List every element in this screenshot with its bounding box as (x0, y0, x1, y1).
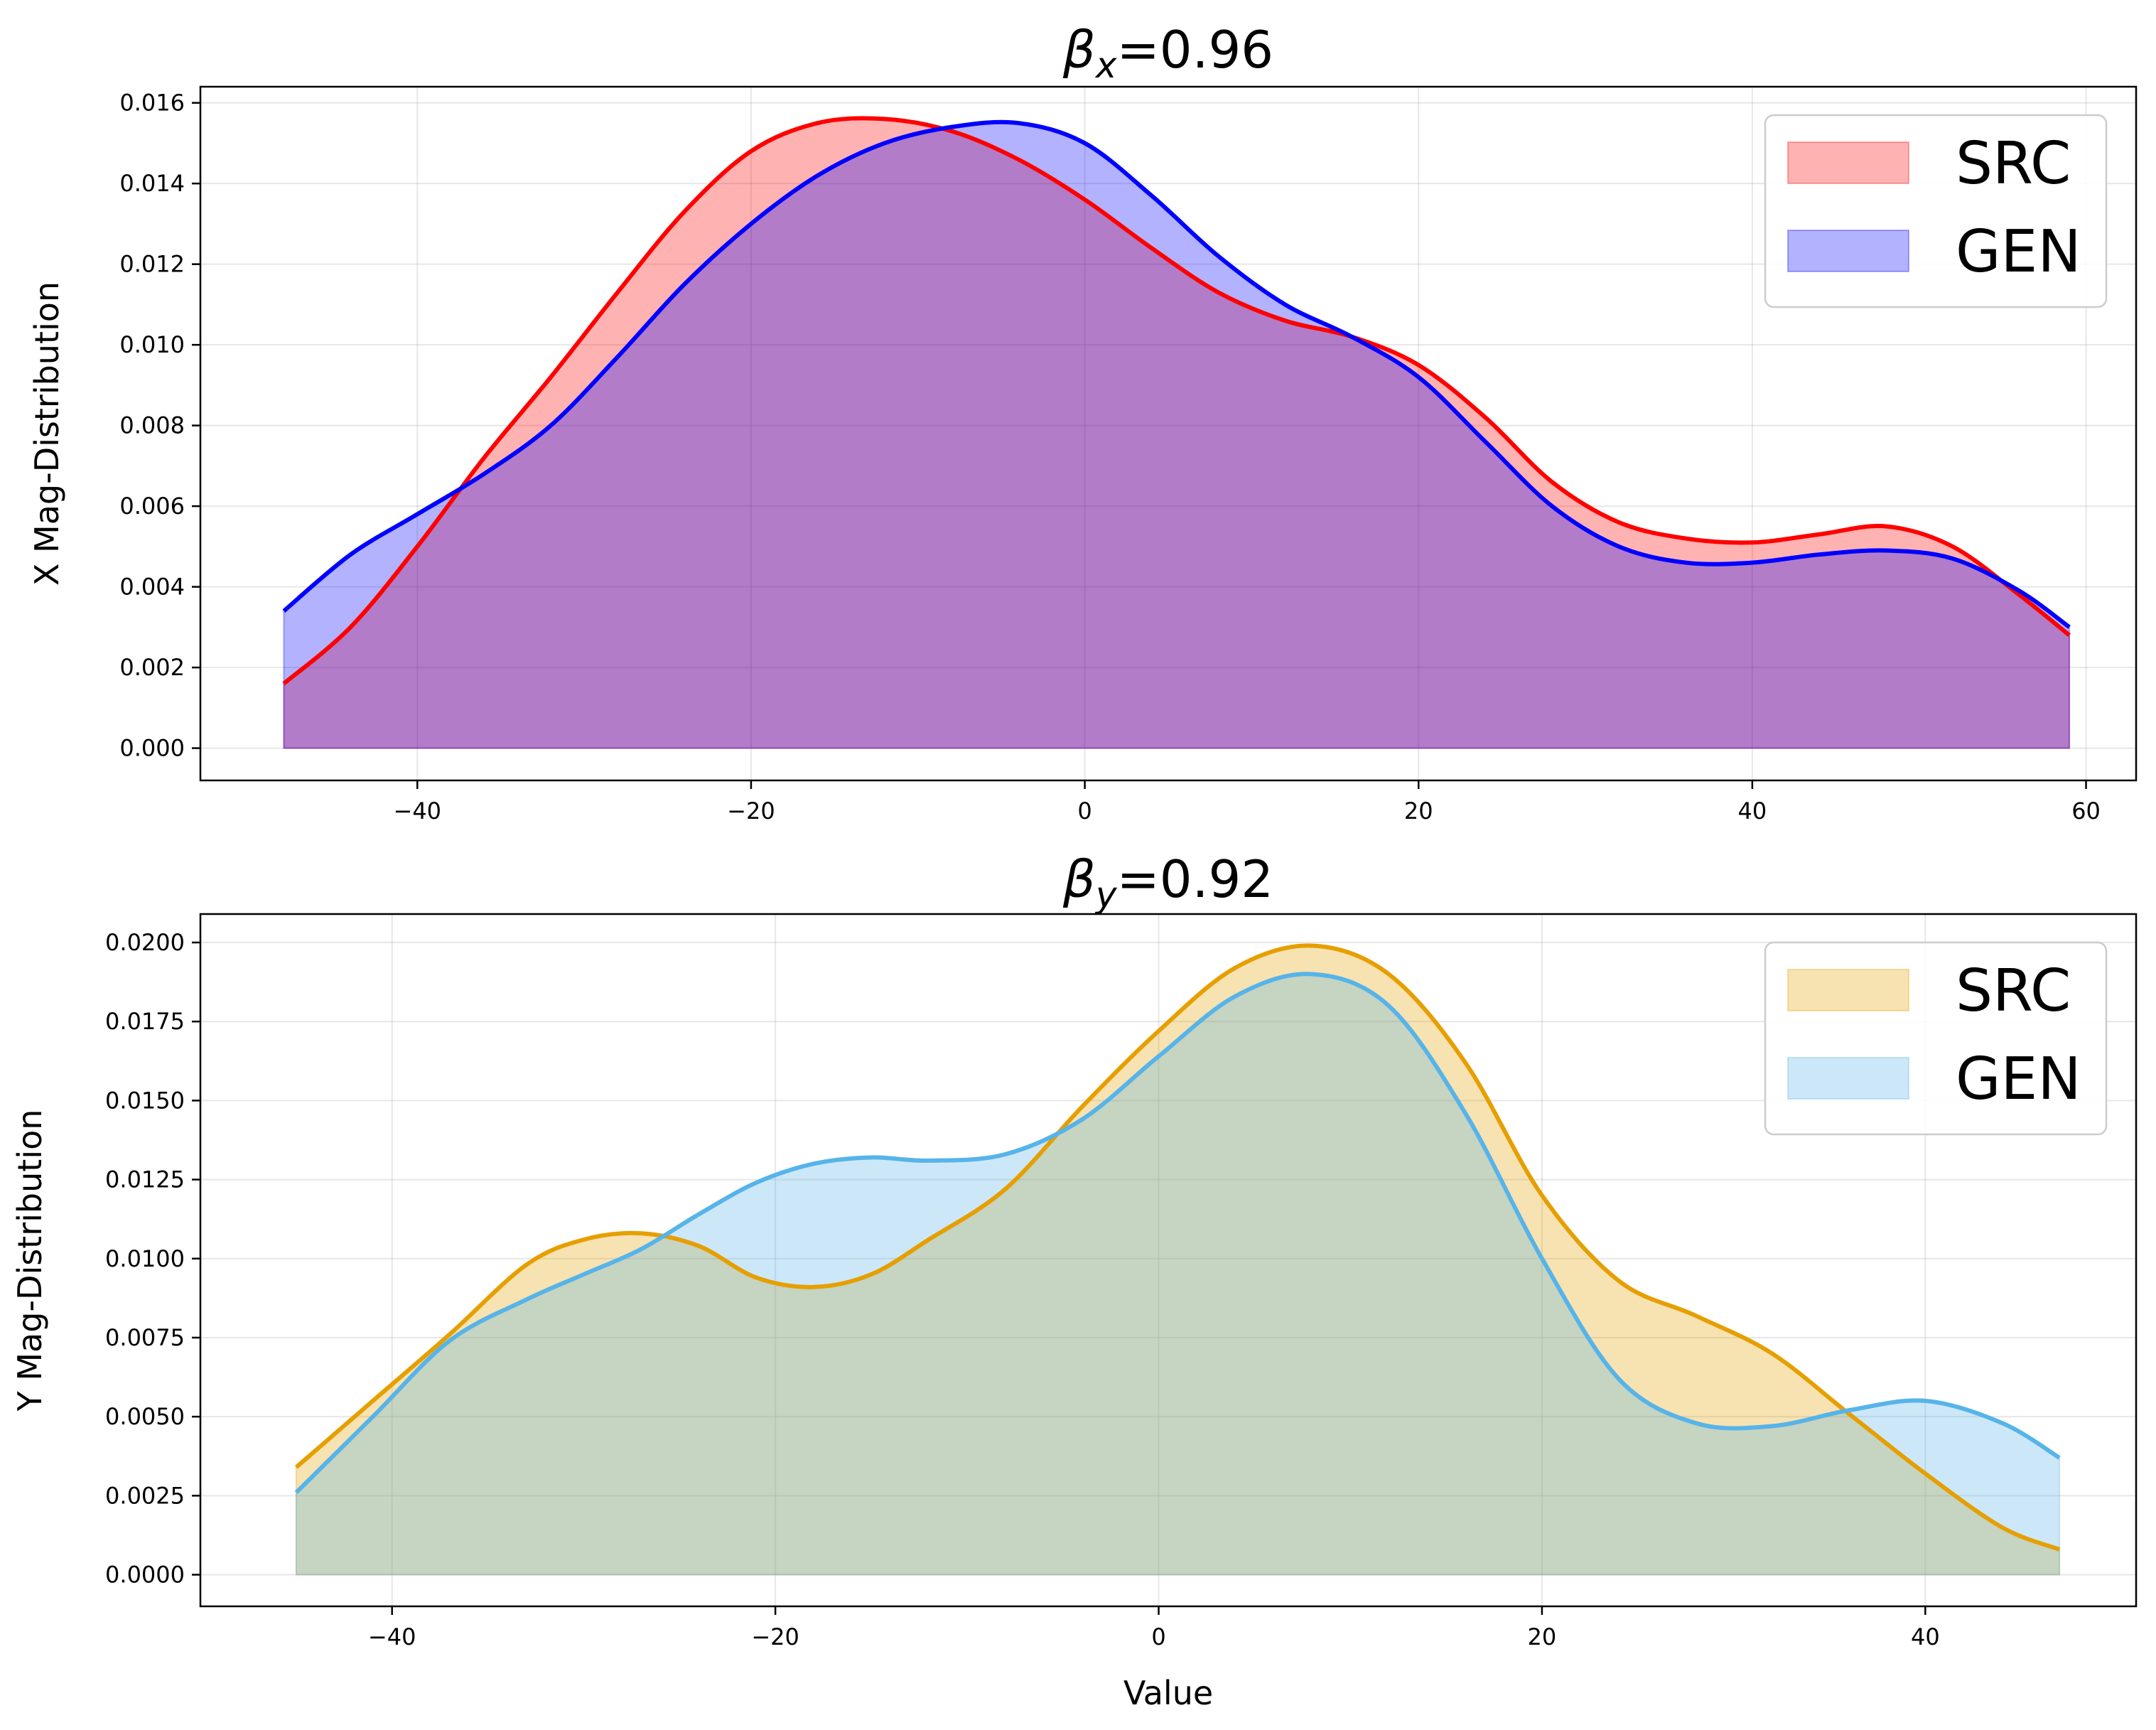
x-tick-label: −40 (394, 797, 442, 824)
x-tick-label: 0 (1077, 797, 1092, 824)
plot-frame (199, 85, 2138, 782)
legend-swatch-src (1787, 141, 1909, 184)
y-tick-label: 0.000 (119, 735, 185, 762)
series-line-src (282, 116, 2071, 686)
x-tick-label: −20 (727, 797, 775, 824)
y-axis-label: Y Mag-Distribution (11, 1110, 49, 1412)
series-line-src (294, 943, 2061, 1552)
y-tick-label: 0.002 (119, 654, 185, 681)
legend-box (1764, 941, 2108, 1136)
x-axis-label: Value (1123, 1674, 1213, 1712)
x-tick-label: 20 (1404, 797, 1433, 824)
title-value: =0.96 (1116, 20, 1273, 80)
x-tick-label: 20 (1528, 1623, 1557, 1650)
title-value: =0.92 (1116, 849, 1273, 909)
y-tick-label: 0.0000 (105, 1562, 185, 1589)
y-tick-label: 0.0075 (105, 1324, 185, 1351)
legend-box (1764, 114, 2108, 308)
x-tick-label: 40 (1911, 1623, 1940, 1650)
y-tick-label: 0.0050 (105, 1403, 185, 1430)
legend: SRC GEN (1764, 114, 2108, 308)
chart-title: βy=0.92 (1062, 849, 1273, 915)
y-tick-label: 0.0175 (105, 1008, 185, 1035)
chart-title: βx=0.96 (1062, 20, 1273, 86)
x-tick-label: 40 (1738, 797, 1767, 824)
title-subscript: x (1094, 45, 1117, 86)
chart-2: −40 −20 0 20 40 0.0000 0.0025 0.0050 0.0075 0.010… (11, 849, 2138, 1712)
plot-frame (199, 913, 2138, 1608)
y-tick-label: 0.008 (119, 412, 185, 439)
y-tick-label: 0.0150 (105, 1087, 185, 1114)
legend-label-gen: GEN (1956, 1046, 2081, 1113)
legend-label-src: SRC (1956, 130, 2071, 198)
y-tick-label: 0.0100 (105, 1245, 185, 1272)
y-tick-label: 0.006 (119, 493, 185, 520)
x-tick-label: −40 (368, 1623, 416, 1650)
y-tick-label: 0.014 (119, 170, 185, 197)
title-symbol: β (1062, 849, 1096, 909)
y-tick-label: 0.0125 (105, 1166, 185, 1193)
legend-label-src: SRC (1956, 957, 2071, 1025)
series-line-gen (294, 972, 2061, 1495)
y-tick-label: 0.0200 (105, 929, 185, 956)
legend-swatch-gen (1787, 1057, 1909, 1100)
series-line-gen (282, 119, 2071, 629)
legend-label-gen: GEN (1956, 218, 2081, 286)
y-tick-label: 0.016 (119, 90, 185, 117)
title-subscript: y (1094, 874, 1118, 915)
title-symbol: β (1062, 20, 1096, 80)
x-tick-label: 0 (1151, 1623, 1165, 1650)
y-tick-label: 0.0025 (105, 1482, 185, 1509)
chart-1: −40 −20 0 20 40 60 0.000 0.002 0.004 0.006 0.008 0.… (28, 20, 2138, 824)
x-tick-label: 60 (2071, 797, 2101, 824)
legend: SRC GEN (1764, 941, 2108, 1136)
legend-swatch-src (1787, 969, 1909, 1011)
y-axis-label: X Mag-Distribution (28, 281, 66, 586)
legend-swatch-gen (1787, 230, 1909, 272)
y-tick-label: 0.004 (119, 574, 185, 601)
y-tick-label: 0.012 (119, 251, 185, 278)
x-tick-label: −20 (751, 1623, 799, 1650)
y-tick-label: 0.010 (119, 331, 185, 358)
